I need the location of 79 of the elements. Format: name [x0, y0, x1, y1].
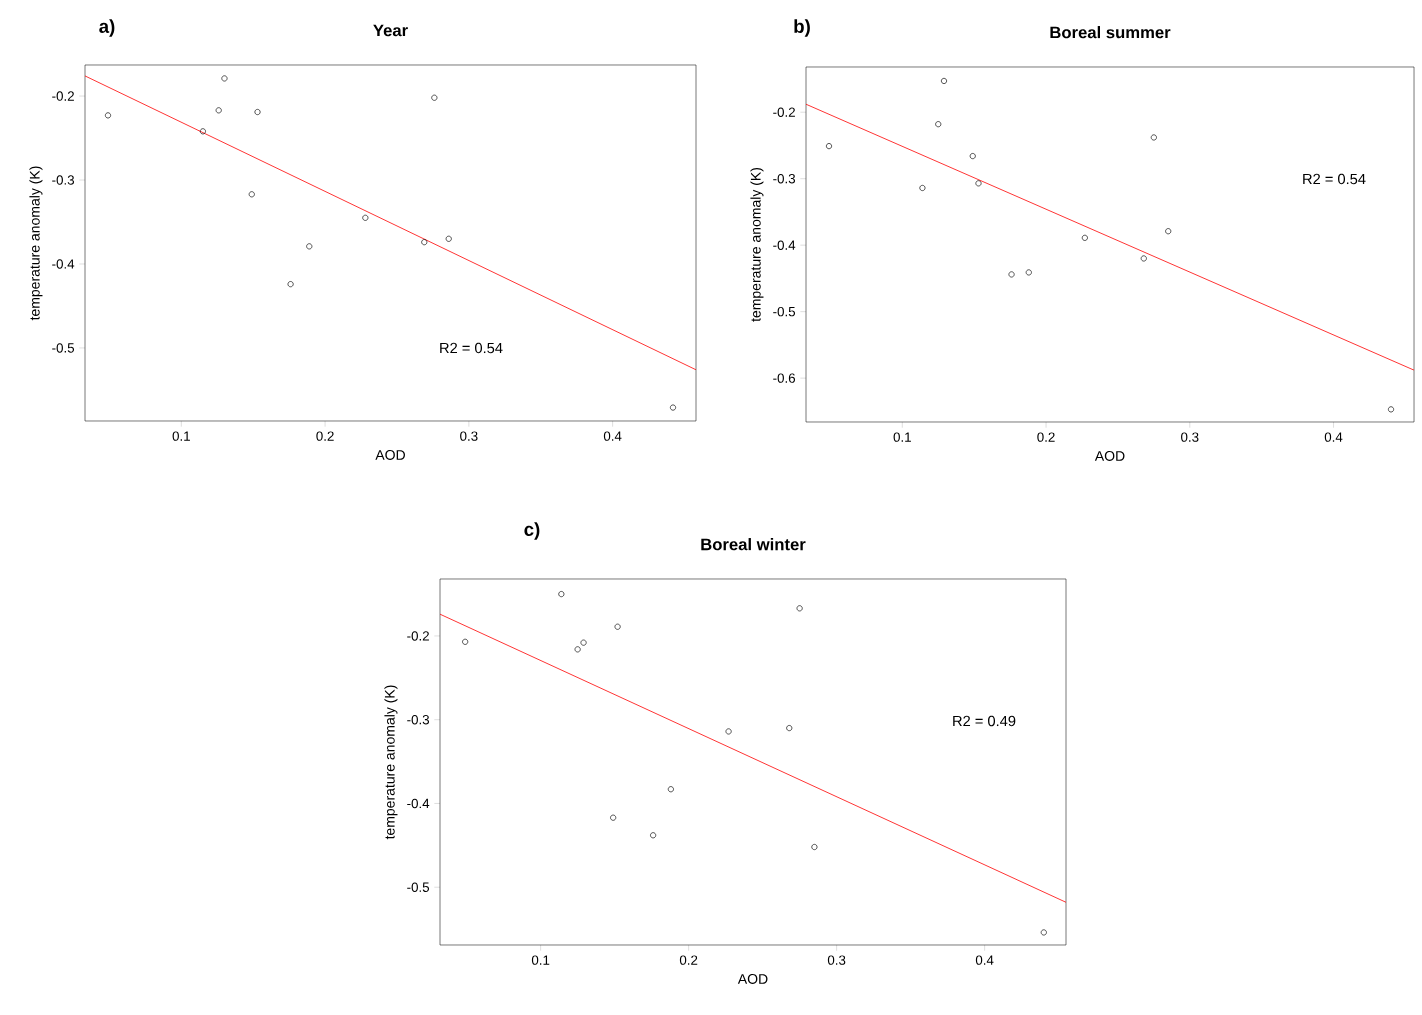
- y-tick-label: -0.2: [52, 91, 74, 101]
- point: [431, 94, 438, 101]
- y-tick-label: -0.3: [52, 175, 75, 185]
- annotation: R2 = 0.54: [1303, 173, 1366, 185]
- point: [1140, 255, 1147, 262]
- x-tick-label: 0.2: [679, 955, 698, 965]
- x-tick-label: 0.1: [531, 955, 550, 965]
- point: [558, 591, 565, 598]
- chart-title: Boreal winter: [701, 538, 806, 551]
- y-axis-title: temperature anomaly (K): [750, 167, 764, 322]
- point: [725, 728, 732, 735]
- x-tick-label: 0.1: [172, 431, 190, 441]
- x-axis-title: AOD: [1094, 451, 1125, 461]
- chart-title: Year: [373, 24, 408, 37]
- y-tick-label: -0.3: [773, 173, 796, 184]
- point: [786, 725, 793, 732]
- text: c): [524, 522, 540, 540]
- x-tick-label: 0.2: [1037, 432, 1055, 442]
- point: [1040, 929, 1047, 936]
- y-tick-label: -0.4: [52, 259, 75, 269]
- text: b): [794, 19, 810, 37]
- point: [969, 153, 976, 160]
- point: [669, 404, 677, 411]
- point: [105, 112, 112, 119]
- point: [811, 844, 818, 851]
- point: [248, 191, 255, 198]
- x-tick-label: 0.3: [827, 955, 846, 965]
- x-axis-title: AOD: [375, 450, 405, 460]
- point: [796, 605, 803, 612]
- x-axis-title: AOD: [737, 974, 768, 984]
- point: [221, 75, 228, 82]
- y-tick-label: -0.5: [52, 343, 75, 353]
- point: [580, 639, 587, 646]
- point: [421, 239, 428, 246]
- chart-title: Boreal summer: [1050, 26, 1171, 39]
- point: [199, 128, 206, 135]
- y-axis-title: temperature anomaly (K): [384, 685, 398, 840]
- point: [1388, 406, 1395, 413]
- y-tick-label: -0.5: [773, 306, 796, 317]
- y-tick-label: -0.4: [773, 240, 796, 250]
- point: [462, 638, 469, 645]
- point: [1008, 271, 1015, 278]
- x-tick-label: 0.4: [603, 431, 622, 441]
- point: [1165, 228, 1172, 235]
- point: [667, 786, 674, 793]
- annotation: R2 = 0.54: [440, 342, 503, 354]
- point: [614, 623, 621, 630]
- point: [919, 184, 926, 191]
- point: [1025, 269, 1032, 276]
- point: [445, 235, 452, 242]
- y-tick-label: -0.3: [407, 714, 430, 725]
- y-tick-label: -0.4: [407, 798, 430, 809]
- y-tick-label: -0.5: [407, 882, 430, 892]
- x-tick-label: 0.3: [1181, 432, 1199, 442]
- point: [1150, 134, 1157, 141]
- point: [362, 214, 369, 221]
- x-tick-label: 0.4: [975, 955, 994, 965]
- y-axis-title: temperature anomaly (K): [29, 166, 43, 321]
- point: [254, 109, 261, 116]
- x-tick-label: 0.4: [1324, 432, 1343, 442]
- point: [287, 281, 294, 288]
- point: [650, 832, 657, 839]
- point: [826, 143, 833, 150]
- point: [975, 180, 982, 187]
- point: [940, 77, 947, 84]
- y-tick-label: -0.6: [773, 373, 796, 383]
- y-tick-label: -0.2: [407, 631, 429, 641]
- x-tick-label: 0.3: [460, 431, 478, 441]
- point: [935, 121, 942, 128]
- annotation: R2 = 0.49: [953, 715, 1016, 727]
- point: [306, 243, 313, 250]
- point: [1081, 234, 1088, 241]
- x-tick-label: 0.1: [893, 432, 911, 442]
- text: a): [99, 19, 115, 37]
- x-tick-label: 0.2: [316, 431, 334, 441]
- y-tick-label: -0.2: [773, 107, 795, 117]
- point: [215, 107, 222, 114]
- point: [610, 814, 617, 821]
- point: [574, 646, 581, 653]
